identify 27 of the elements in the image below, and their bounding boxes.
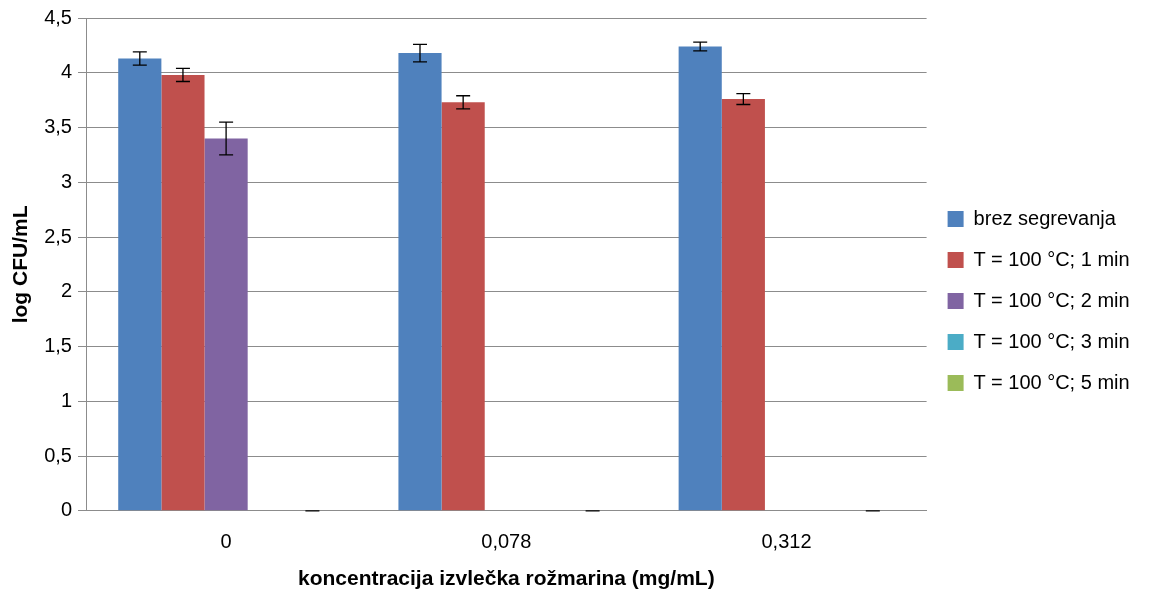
legend-label: T = 100 °C; 1 min: [973, 247, 1130, 270]
legend-label: T = 100 °C; 5 min: [973, 370, 1130, 393]
y-tick-label: 1,5: [44, 334, 72, 357]
legend-label: brez segrevanja: [973, 206, 1117, 229]
y-tick-label: 2,5: [44, 224, 72, 247]
y-tick-label: 3: [60, 169, 72, 192]
bar: [721, 99, 765, 511]
x-tick-label: 0,312: [761, 530, 812, 553]
bar: [204, 138, 248, 511]
legend-label: T = 100 °C; 3 min: [973, 329, 1130, 352]
y-tick-label: 0: [60, 498, 72, 521]
y-tick-label: 0,5: [44, 443, 72, 466]
y-tick-label: 4,5: [44, 5, 72, 28]
legend-label: T = 100 °C; 2 min: [973, 288, 1130, 311]
y-tick-label: 4: [60, 60, 72, 83]
bar: [441, 102, 485, 511]
x-tick-label: 0: [220, 530, 232, 553]
bar: [118, 58, 162, 511]
y-axis-title: log CFU/mL: [8, 205, 32, 324]
y-tick-label: 1: [60, 388, 72, 411]
x-axis-title: koncentracija izvlečka rožmarina (mg/mL): [297, 566, 715, 590]
bar: [161, 74, 205, 511]
bar: [678, 46, 722, 511]
bar: [398, 53, 442, 511]
x-tick-label: 0,078: [481, 530, 532, 553]
y-tick-label: 3,5: [44, 115, 72, 138]
y-tick-label: 2: [60, 279, 72, 302]
